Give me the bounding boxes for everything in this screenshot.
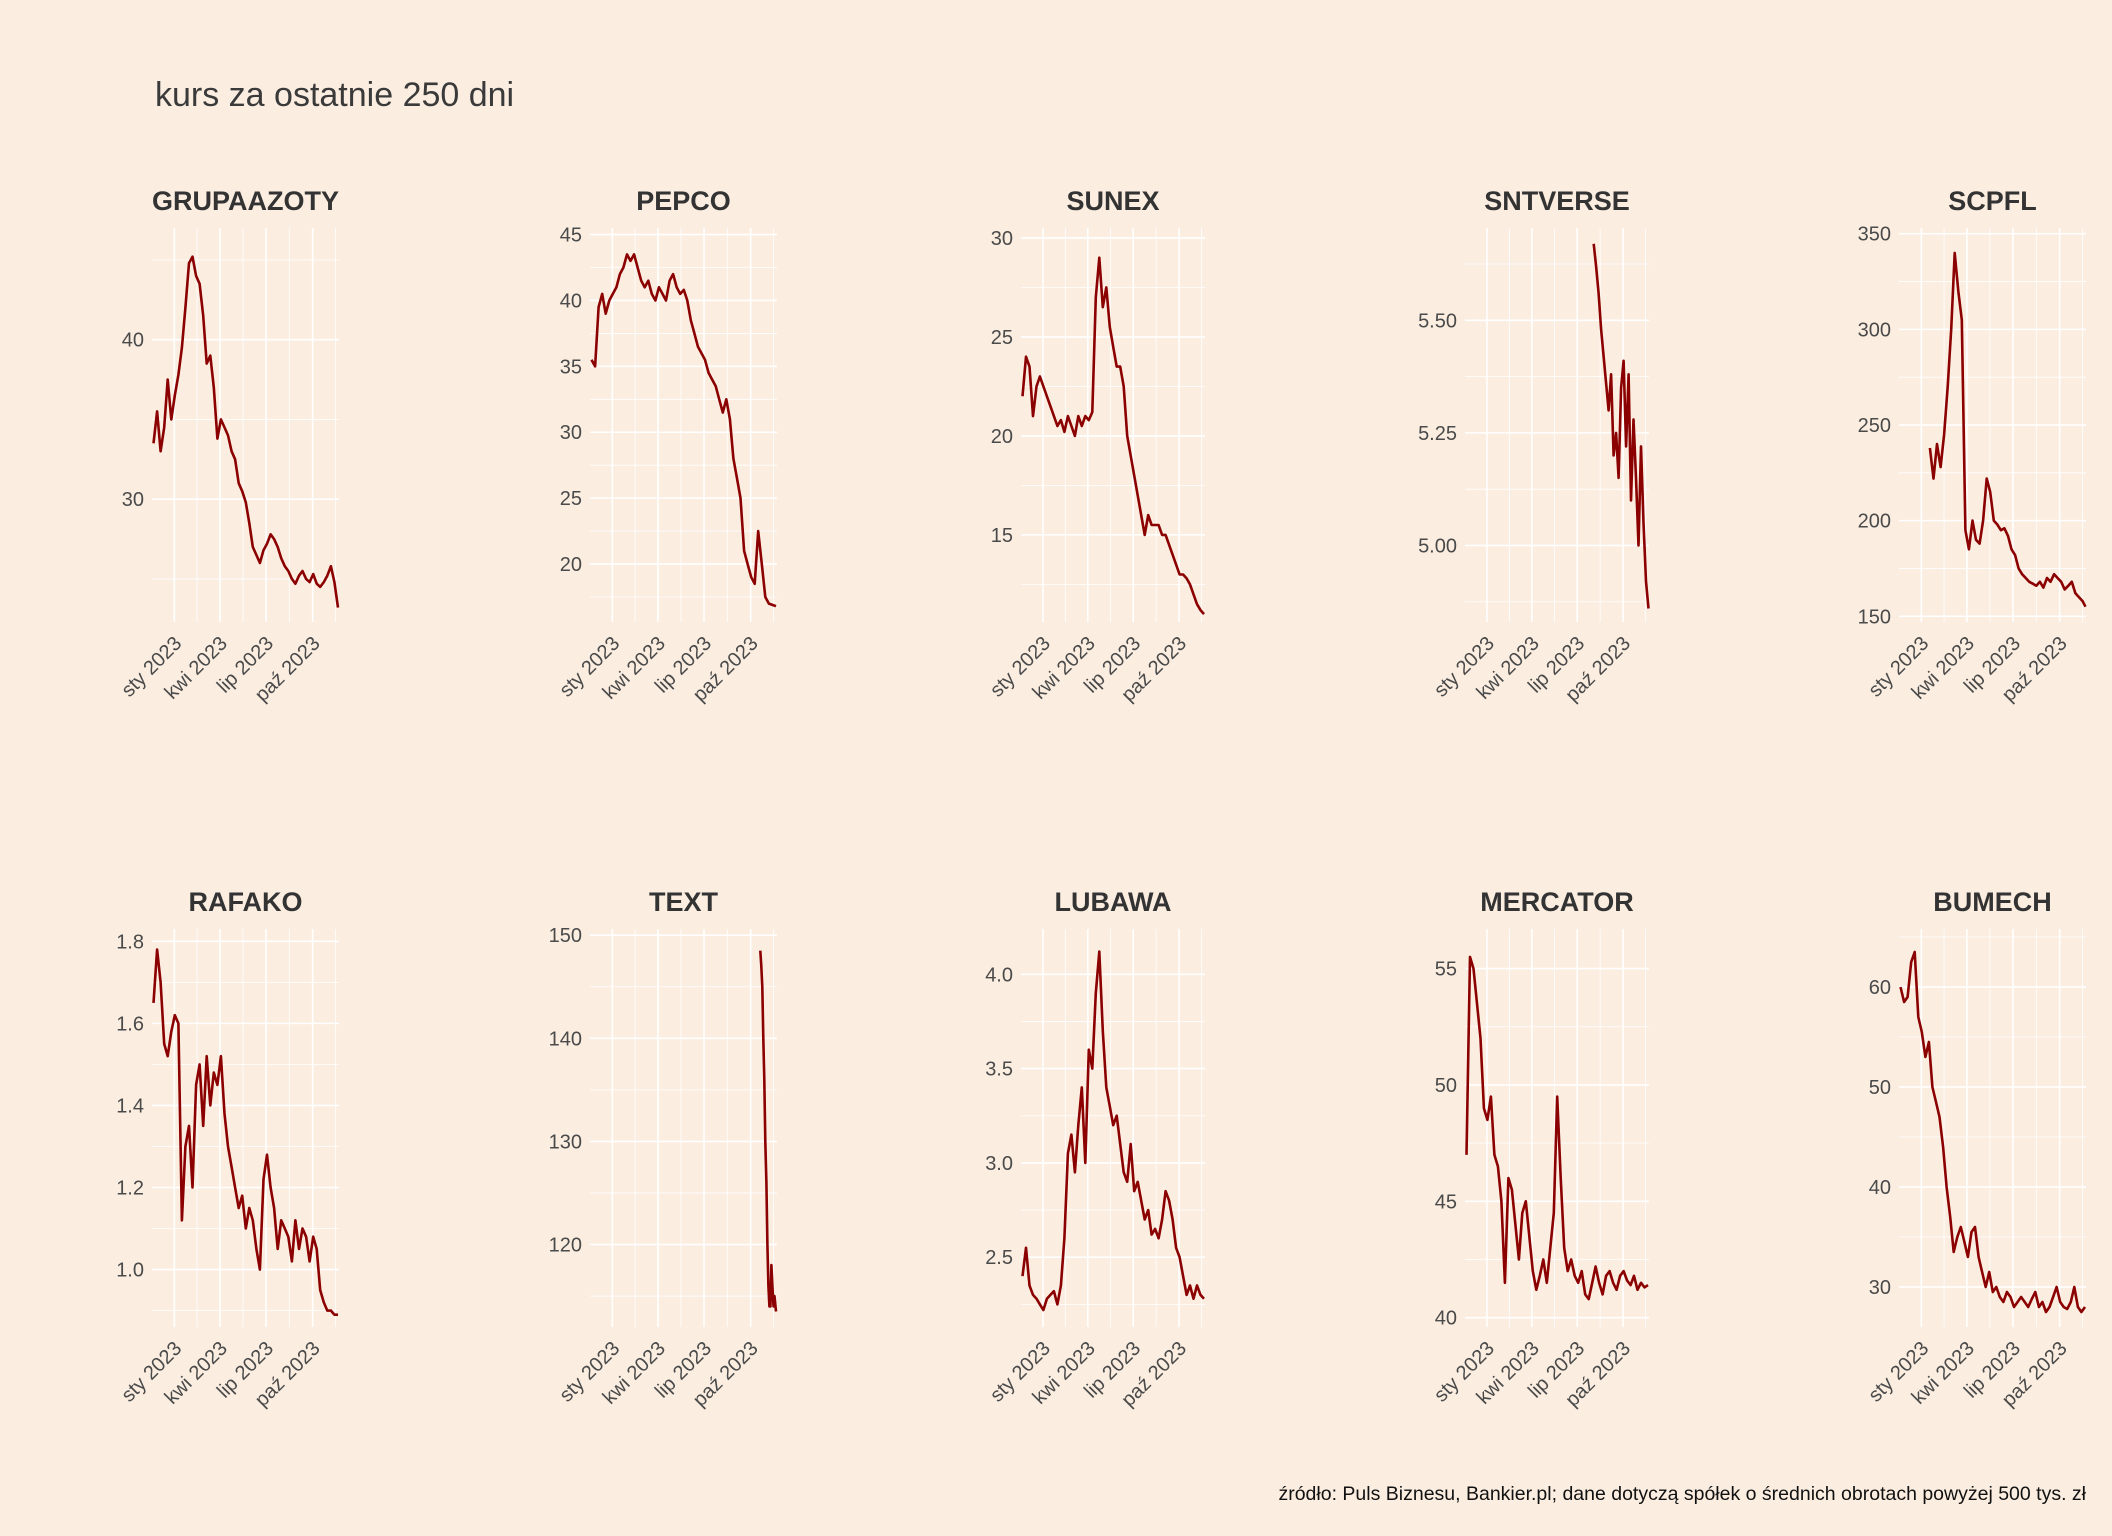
y-tick-label: 3.5 — [985, 1059, 1013, 1081]
y-tick-label: 30 — [560, 422, 582, 444]
series-line — [1592, 243, 1650, 609]
panel-title: SCPFL — [1948, 186, 2037, 216]
y-tick-label: 5.00 — [1418, 535, 1457, 557]
panel-title: TEXT — [649, 887, 719, 917]
page-title: kurs za ostatnie 250 dni — [155, 76, 515, 114]
panel-title: LUBAWA — [1055, 887, 1172, 917]
y-tick-label: 35 — [560, 356, 582, 378]
y-tick-label: 20 — [560, 554, 582, 576]
y-tick-label: 120 — [549, 1235, 582, 1257]
y-tick-label: 150 — [549, 925, 582, 947]
y-tick-label: 30 — [991, 228, 1013, 250]
y-tick-label: 55 — [1435, 959, 1457, 981]
y-tick-label: 60 — [1869, 977, 1891, 999]
y-tick-label: 130 — [549, 1131, 582, 1153]
panel-title: GRUPAAZOTY — [152, 186, 339, 216]
y-tick-label: 25 — [560, 488, 582, 510]
series-line — [152, 255, 340, 608]
y-tick-label: 250 — [1858, 415, 1891, 437]
y-tick-label: 20 — [991, 426, 1013, 448]
series-line — [1928, 251, 2087, 608]
y-tick-label: 1.2 — [116, 1177, 144, 1199]
y-tick-label: 30 — [122, 489, 144, 511]
y-tick-label: 140 — [549, 1028, 582, 1050]
y-tick-label: 1.0 — [116, 1260, 144, 1282]
y-tick-label: 50 — [1435, 1075, 1457, 1097]
y-tick-label: 4.0 — [985, 964, 1013, 986]
series-line — [1465, 955, 1649, 1301]
y-tick-label: 3.0 — [985, 1153, 1013, 1175]
y-tick-label: 1.8 — [116, 931, 144, 953]
y-tick-label: 45 — [1435, 1191, 1457, 1213]
panel-title: RAFAKO — [189, 887, 303, 917]
y-tick-label: 30 — [1869, 1277, 1891, 1299]
y-tick-label: 50 — [1869, 1077, 1891, 1099]
y-tick-label: 5.25 — [1418, 423, 1457, 445]
series-line — [152, 948, 338, 1316]
y-tick-label: 2.5 — [985, 1247, 1013, 1269]
y-tick-label: 5.50 — [1418, 310, 1457, 332]
y-tick-label: 1.6 — [116, 1013, 144, 1035]
y-tick-label: 150 — [1858, 606, 1891, 628]
y-tick-label: 45 — [560, 225, 582, 247]
y-tick-label: 25 — [991, 327, 1013, 349]
panel-title: MERCATOR — [1480, 887, 1634, 917]
y-tick-label: 300 — [1858, 319, 1891, 341]
series-line — [590, 253, 777, 608]
panel-title: SUNEX — [1066, 186, 1159, 216]
panel-title: BUMECH — [1933, 887, 2052, 917]
source-caption: źródło: Puls Biznesu, Bankier.pl; dane d… — [1278, 1483, 2086, 1505]
series-line — [1021, 950, 1205, 1312]
y-tick-label: 40 — [1435, 1308, 1457, 1330]
series-line — [1899, 950, 2087, 1314]
y-tick-label: 1.4 — [116, 1095, 144, 1117]
series-line — [1021, 256, 1205, 615]
y-tick-label: 15 — [991, 525, 1013, 547]
y-tick-label: 40 — [122, 330, 144, 352]
y-tick-label: 200 — [1858, 511, 1891, 533]
panel-title: PEPCO — [636, 186, 731, 216]
y-tick-label: 350 — [1858, 224, 1891, 246]
panel-title: SNTVERSE — [1484, 186, 1630, 216]
series-line — [759, 950, 778, 1312]
y-tick-label: 40 — [1869, 1177, 1891, 1199]
y-tick-label: 40 — [560, 290, 582, 312]
